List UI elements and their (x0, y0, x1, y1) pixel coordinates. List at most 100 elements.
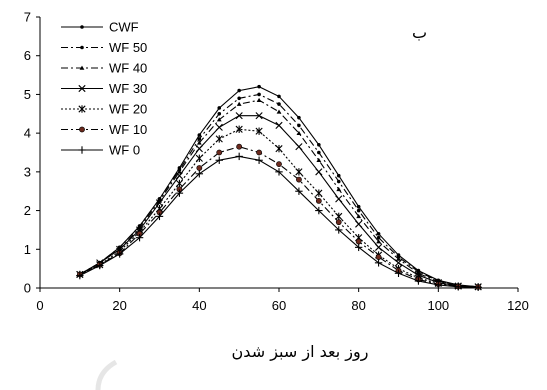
data-point (336, 179, 341, 184)
data-point (275, 144, 283, 153)
y-tick-label: 6 (24, 48, 31, 63)
legend-marker (78, 146, 86, 154)
legend-label: CWF (109, 20, 139, 35)
data-point (235, 125, 243, 133)
data-point (295, 143, 303, 151)
series-layer (76, 84, 482, 291)
data-point (256, 97, 262, 103)
data-point (296, 130, 302, 135)
data-point (454, 283, 462, 291)
x-tick-label: 80 (351, 298, 365, 313)
data-point (474, 283, 482, 291)
data-point (135, 233, 144, 242)
data-point (216, 149, 223, 156)
x-axis-title: روز بعد از سبز شدن (232, 342, 369, 362)
data-point (257, 92, 261, 97)
data-point (155, 199, 164, 207)
data-point (275, 121, 283, 129)
data-point (354, 243, 363, 252)
legend-marker (78, 84, 86, 93)
data-point (315, 197, 322, 204)
data-point (276, 109, 282, 114)
legend-label: WF 30 (109, 81, 147, 96)
y-tick-label: 0 (24, 281, 31, 296)
y-tick-label: 4 (24, 126, 31, 141)
data-point (155, 212, 164, 221)
legend-label: WF 0 (109, 143, 140, 158)
series-line (79, 99, 479, 288)
data-point (295, 168, 303, 176)
data-point (356, 204, 361, 209)
data-point (236, 143, 243, 150)
data-point (257, 84, 261, 89)
data-point (335, 195, 343, 203)
legend-marker (80, 45, 84, 50)
data-point (355, 238, 362, 245)
legend-item: WF 50 (61, 40, 147, 55)
data-point (277, 102, 281, 106)
data-point (195, 145, 203, 153)
legend-marker (78, 105, 86, 113)
data-point (175, 179, 184, 188)
legend-item: WF 40 (61, 61, 147, 76)
data-point (316, 157, 322, 163)
legend-marker (79, 126, 85, 133)
data-point (195, 170, 204, 178)
data-point (217, 106, 222, 110)
series-line (79, 86, 479, 288)
x-tick-label: 40 (192, 298, 206, 313)
data-point (434, 281, 443, 289)
data-point (295, 187, 303, 195)
data-point (255, 127, 263, 135)
data-point (335, 219, 342, 226)
data-point (297, 115, 301, 120)
data-point (197, 137, 202, 141)
y-tick-label: 7 (24, 10, 31, 25)
y-tick-label: 3 (24, 164, 31, 179)
series-wf-10 (76, 143, 482, 290)
legend-item: WF 10 (61, 122, 147, 137)
x-tick-label: 20 (112, 298, 126, 313)
data-point (236, 101, 242, 106)
data-point (414, 277, 423, 285)
legend-marker (80, 25, 84, 29)
data-point (196, 165, 203, 171)
y-tick-label: 1 (24, 242, 31, 257)
legend-label: WF 40 (109, 61, 147, 76)
x-tick-label: 120 (507, 298, 529, 313)
data-point (237, 96, 241, 101)
data-point (276, 161, 282, 168)
data-point (197, 133, 202, 137)
data-point (355, 220, 363, 228)
data-point (356, 213, 362, 219)
data-point (315, 206, 323, 215)
data-point (275, 168, 283, 176)
data-point (115, 250, 124, 258)
decorative-arc (95, 359, 118, 390)
data-point (297, 123, 301, 128)
data-point (195, 154, 203, 163)
data-point (336, 186, 342, 192)
data-point (394, 269, 403, 277)
x-tick-label: 60 (272, 298, 286, 313)
legend-item: WF 20 (61, 102, 147, 117)
data-point (335, 226, 343, 234)
y-tick-label: 5 (24, 87, 31, 102)
y-tick-label: 2 (24, 203, 31, 218)
data-point (215, 135, 223, 143)
data-point (175, 189, 184, 197)
data-point (216, 117, 222, 122)
data-point (296, 176, 302, 183)
data-point (215, 123, 223, 131)
data-point (235, 152, 243, 161)
legend-label: WF 10 (109, 122, 147, 137)
data-point (196, 140, 202, 145)
data-point (356, 208, 361, 213)
legend-marker (79, 65, 85, 70)
data-point (376, 232, 381, 236)
legend-item: WF 0 (61, 143, 140, 158)
data-point (175, 172, 184, 180)
series-wf-30 (76, 112, 482, 291)
x-tick-label: 0 (36, 298, 43, 313)
